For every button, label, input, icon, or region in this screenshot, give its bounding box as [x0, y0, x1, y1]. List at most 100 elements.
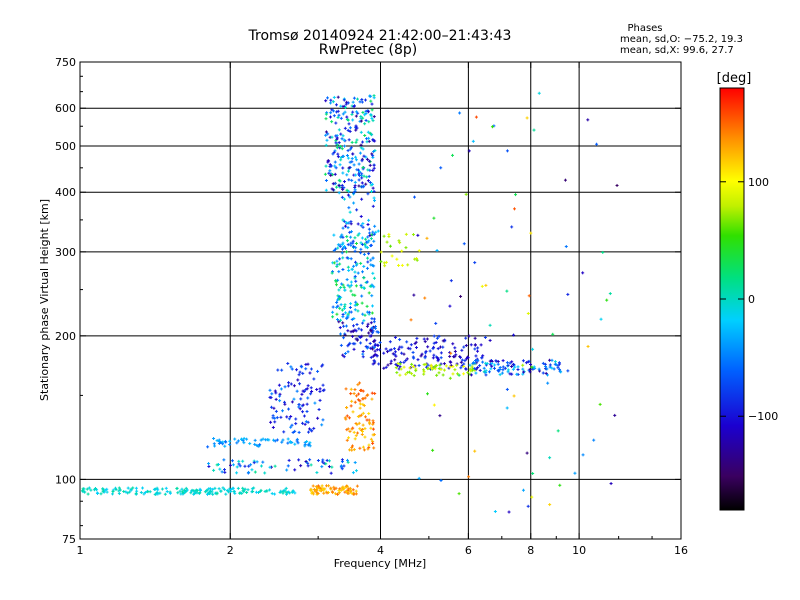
- data-point: [599, 317, 603, 321]
- data-point: [357, 184, 361, 188]
- data-point: [325, 491, 329, 495]
- data-point: [406, 346, 410, 350]
- data-point: [370, 108, 374, 112]
- data-point: [369, 355, 373, 359]
- data-point: [393, 358, 397, 362]
- data-point: [366, 130, 370, 134]
- data-point: [337, 489, 341, 493]
- data-point: [346, 344, 350, 348]
- data-point: [356, 271, 360, 275]
- data-point: [566, 292, 570, 296]
- data-point: [332, 95, 336, 99]
- data-point: [363, 133, 367, 137]
- data-point: [237, 462, 241, 466]
- data-point: [369, 263, 373, 267]
- data-point: [474, 371, 478, 375]
- data-point: [273, 389, 277, 393]
- data-point: [355, 241, 359, 245]
- data-point: [245, 437, 249, 441]
- data-point: [194, 488, 198, 492]
- data-point: [373, 224, 377, 228]
- data-point: [394, 366, 398, 370]
- data-point: [357, 172, 361, 176]
- data-point: [352, 245, 356, 249]
- data-point: [352, 317, 356, 321]
- data-point: [341, 166, 345, 170]
- data-point: [294, 422, 298, 426]
- data-point: [479, 343, 483, 347]
- data-point: [488, 323, 492, 327]
- data-point: [286, 437, 290, 441]
- y-tick-label: 200: [55, 330, 76, 343]
- data-point: [334, 141, 338, 145]
- data-point: [327, 171, 331, 175]
- data-point: [357, 162, 361, 166]
- data-point: [206, 445, 210, 449]
- data-point: [347, 436, 351, 440]
- data-point: [417, 364, 421, 368]
- data-point: [371, 354, 375, 358]
- data-point: [415, 258, 419, 262]
- data-point: [336, 246, 340, 250]
- data-point: [405, 357, 409, 361]
- data-point: [341, 154, 345, 158]
- data-point: [326, 132, 330, 136]
- data-point: [353, 437, 357, 441]
- data-point: [530, 365, 534, 369]
- data-point: [371, 154, 375, 158]
- data-point: [279, 415, 283, 419]
- data-point: [474, 354, 478, 358]
- data-point: [306, 384, 310, 388]
- data-point: [338, 163, 342, 167]
- data-point: [356, 431, 360, 435]
- data-point: [439, 367, 443, 371]
- data-point: [346, 460, 350, 464]
- data-point: [351, 410, 355, 414]
- data-point: [329, 164, 333, 168]
- data-point: [466, 371, 470, 375]
- data-point: [382, 351, 386, 355]
- data-point: [347, 491, 351, 495]
- data-point: [241, 459, 245, 463]
- data-point: [236, 486, 240, 490]
- data-point: [221, 440, 225, 444]
- data-point: [344, 485, 348, 489]
- data-point: [355, 208, 359, 212]
- data-point: [415, 257, 419, 261]
- data-point: [308, 427, 312, 431]
- data-point: [448, 354, 452, 358]
- data-point: [348, 486, 352, 490]
- data-point: [312, 377, 316, 381]
- data-point: [464, 357, 468, 361]
- data-point: [541, 361, 545, 365]
- data-point: [356, 415, 360, 419]
- data-point: [212, 437, 216, 441]
- data-point: [231, 463, 235, 467]
- data-point: [550, 366, 554, 370]
- data-point: [335, 265, 339, 269]
- data-point: [342, 324, 346, 328]
- data-point: [346, 427, 350, 431]
- data-point: [489, 367, 493, 371]
- data-point: [462, 372, 466, 376]
- data-point: [365, 338, 369, 342]
- data-point: [414, 340, 418, 344]
- data-point: [412, 195, 416, 199]
- data-point: [438, 363, 442, 367]
- data-point: [274, 391, 278, 395]
- data-point: [369, 99, 373, 103]
- data-point: [362, 286, 366, 290]
- data-point: [529, 363, 533, 367]
- data-point: [217, 487, 221, 491]
- data-point: [422, 363, 426, 367]
- data-point: [329, 173, 333, 177]
- data-point: [345, 154, 349, 158]
- x-tick-label: 1: [77, 544, 84, 557]
- data-point: [372, 339, 376, 343]
- data-point: [322, 488, 326, 492]
- data-point: [373, 344, 377, 348]
- data-point: [341, 235, 345, 239]
- data-point: [311, 484, 315, 488]
- data-point: [341, 226, 345, 230]
- data-point: [368, 180, 372, 184]
